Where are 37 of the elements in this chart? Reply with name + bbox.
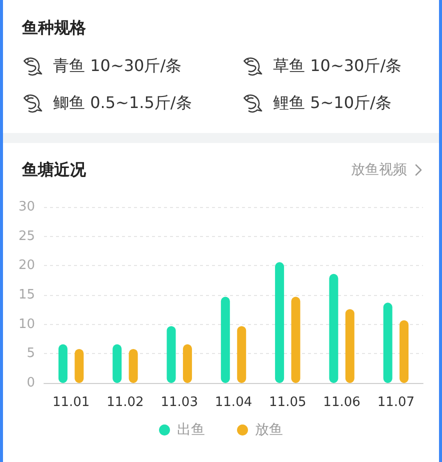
x-tick-label: 11.03 xyxy=(160,395,198,410)
bar xyxy=(112,344,122,383)
bar xyxy=(237,326,246,383)
x-tick-label: 11.07 xyxy=(377,395,415,410)
bar xyxy=(182,344,192,383)
y-tick-label: 25 xyxy=(18,228,35,244)
y-tick-label: 5 xyxy=(26,346,35,362)
y-tick-label: 10 xyxy=(18,316,35,332)
bar xyxy=(291,296,300,383)
x-tick-label: 11.05 xyxy=(269,395,306,410)
bar xyxy=(275,262,284,383)
text: 青鱼 10~30斤/条 xyxy=(53,56,182,76)
text: 放鱼视频 xyxy=(351,161,407,179)
bar xyxy=(74,348,84,383)
x-tick-label: 11.06 xyxy=(323,395,360,410)
text: 草鱼 10~30斤/条 xyxy=(273,56,402,76)
text: 鲫鱼 0.5~1.5斤/条 xyxy=(53,92,192,114)
legend-label: 放鱼 xyxy=(255,422,283,438)
bar xyxy=(166,326,176,383)
y-tick-label: 0 xyxy=(26,376,35,390)
bar xyxy=(345,309,354,383)
bar xyxy=(128,348,138,383)
text: 鲤鱼 5~10斤/条 xyxy=(273,92,392,114)
bar xyxy=(400,320,409,383)
x-tick-label: 11.04 xyxy=(214,395,252,410)
chart-title: 鱼塘近况 xyxy=(22,159,86,181)
x-tick-label: 11.01 xyxy=(52,395,90,410)
text: 鱼种规格 xyxy=(22,17,86,39)
bar xyxy=(220,296,230,383)
bar xyxy=(383,302,392,383)
y-tick-label: 15 xyxy=(18,288,35,302)
y-tick-label: 20 xyxy=(18,258,35,274)
y-tick-label: 30 xyxy=(18,200,35,214)
bar xyxy=(329,274,338,383)
bar xyxy=(58,344,68,383)
legend-label: 出鱼 xyxy=(177,422,205,438)
x-tick-label: 11.02 xyxy=(106,395,144,410)
